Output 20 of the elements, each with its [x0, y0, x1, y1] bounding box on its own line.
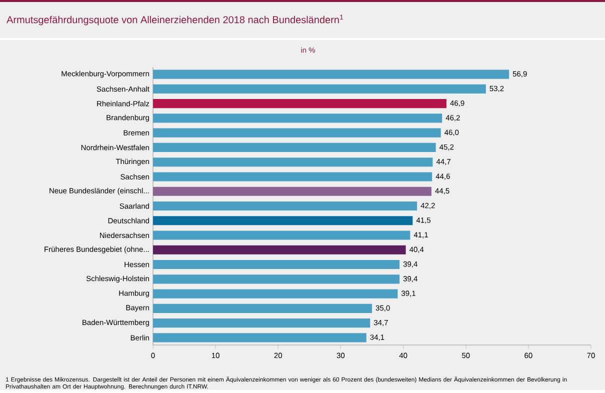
bar [153, 260, 400, 269]
bar [153, 114, 442, 123]
bar [153, 70, 510, 79]
bar [153, 142, 436, 152]
bar [153, 172, 432, 182]
bar [153, 289, 398, 298]
bar [153, 84, 486, 94]
bar [153, 216, 413, 226]
bar [153, 98, 446, 108]
bar [153, 158, 433, 167]
bar [153, 304, 372, 313]
bar [153, 230, 410, 240]
bar [153, 333, 366, 342]
bar [153, 274, 400, 284]
bar [153, 128, 441, 138]
chart-title: Armutsgefährdungsquote von Alleinerziehenden 2018 nach Bundesländern$^{1}$ [6, 14, 344, 26]
bar [153, 201, 418, 210]
bar [153, 318, 370, 328]
bar [153, 245, 406, 254]
bar [153, 186, 432, 196]
